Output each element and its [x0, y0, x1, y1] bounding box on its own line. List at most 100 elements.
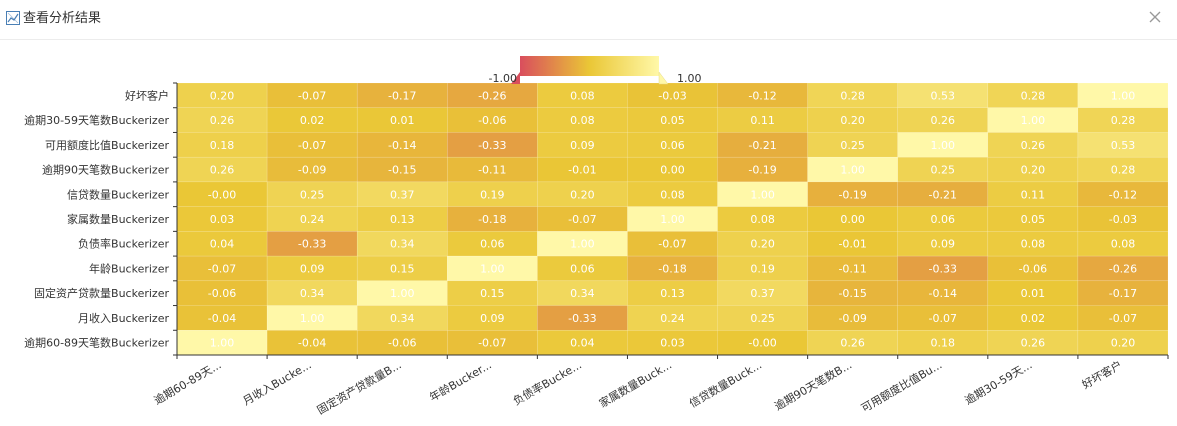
- heatmap-cell: [897, 132, 989, 158]
- cell-value-label: 0.06: [660, 139, 685, 152]
- cell-value-label: 1.00: [750, 188, 775, 201]
- cell-value-label: 0.01: [390, 114, 415, 127]
- heatmap-cell: [447, 305, 538, 331]
- visual-map-min-handle: [511, 72, 520, 84]
- y-tick-label: 逾期60-89天笔数Buckerizer: [24, 336, 169, 350]
- visual-map-max-handle: [658, 71, 669, 85]
- cell-value-label: 0.03: [660, 337, 685, 350]
- heatmap-cell: [897, 330, 989, 356]
- x-tick-label: 负债率Bucke...: [510, 357, 584, 408]
- heatmap-cell: [717, 255, 808, 282]
- cell-value-label: 0.08: [1111, 238, 1136, 251]
- heatmap-cell: [897, 156, 989, 183]
- heatmap-cell: [717, 280, 808, 306]
- cell-value-label: 0.08: [660, 188, 685, 201]
- cell-value-label: 0.26: [1021, 337, 1046, 350]
- cell-value-label: -0.17: [1109, 287, 1137, 300]
- cell-value-label: 1.00: [210, 337, 235, 350]
- cell-value-label: 0.06: [480, 238, 505, 251]
- heatmap-cell: [356, 231, 448, 257]
- cell-value-label: 0.09: [931, 238, 956, 251]
- y-tick-label: 负债率Buckerizer: [78, 237, 169, 251]
- cell-value-label: -0.33: [929, 262, 957, 275]
- heatmap-cell: [987, 305, 1079, 331]
- heatmap-cell: [627, 305, 718, 331]
- heatmap-cell: [266, 206, 358, 232]
- cell-value-label: 0.24: [660, 312, 685, 325]
- heatmap-cell: [266, 156, 358, 183]
- visual-map-max-label: 1.00: [677, 72, 702, 85]
- heatmap-cells: 0.20 -0.07 -0.17 -0.26 0.08 -0.03 -0.12 0.28 0.5…: [176, 82, 1169, 356]
- heatmap-cell: [1077, 231, 1169, 257]
- cell-value-label: 0.15: [480, 287, 505, 300]
- heatmap-cell: [897, 181, 989, 207]
- cell-value-label: 0.08: [570, 89, 595, 102]
- x-axis: 逾期60-89天... 月收入Bucke... 固定资产贷款量B... 年龄Bucke…: [151, 354, 1169, 417]
- cell-value-label: 0.28: [1111, 164, 1136, 177]
- heatmap-cell: [176, 280, 268, 306]
- x-tick-label: 固定资产贷款量B...: [314, 357, 403, 417]
- cell-value-label: 0.26: [840, 337, 865, 350]
- cell-value-label: -0.07: [298, 139, 326, 152]
- heatmap-cell: [897, 231, 989, 257]
- visual-map-legend: -1.00 1.00: [489, 56, 702, 85]
- y-tick-label: 年龄Buckerizer: [89, 261, 169, 275]
- cell-value-label: -0.06: [208, 287, 236, 300]
- cell-value-label: 0.11: [1021, 188, 1046, 201]
- cell-value-label: 0.34: [300, 287, 325, 300]
- cell-value-label: 0.00: [660, 164, 685, 177]
- heatmap-cell: [266, 255, 358, 282]
- y-tick-label: 家属数量Buckerizer: [67, 212, 169, 226]
- heatmap-cell: [987, 280, 1079, 306]
- cell-value-label: 0.24: [300, 213, 325, 226]
- heatmap-cell: [627, 206, 718, 232]
- cell-value-label: 0.08: [750, 213, 775, 226]
- cell-value-label: -0.21: [929, 188, 957, 201]
- heatmap-cell: [176, 82, 268, 108]
- heatmap-cell: [356, 305, 448, 331]
- cell-value-label: 1.00: [390, 287, 415, 300]
- cell-value-label: -0.06: [478, 114, 506, 127]
- heatmap-cell: [537, 231, 628, 257]
- x-tick-label: 逾期30-59天...: [962, 357, 1034, 407]
- heatmap-cell: [627, 330, 718, 356]
- cell-value-label: 0.09: [480, 312, 505, 325]
- heatmap-cell: [356, 181, 448, 207]
- y-tick-label: 月收入Buckerizer: [78, 311, 169, 325]
- cell-value-label: -0.07: [298, 89, 326, 102]
- heatmap-cell: [537, 156, 628, 183]
- heatmap-cell: [987, 156, 1079, 183]
- close-icon[interactable]: [1147, 9, 1163, 25]
- heatmap-cell: [176, 305, 268, 331]
- cell-value-label: 0.34: [570, 287, 595, 300]
- y-tick-label: 好坏客户: [125, 88, 169, 102]
- x-tick-label: 逾期60-89天...: [151, 357, 223, 407]
- cell-value-label: 0.18: [931, 337, 956, 350]
- cell-value-label: -0.07: [478, 337, 506, 350]
- heatmap-cell: [447, 206, 538, 232]
- cell-value-label: -0.03: [1109, 213, 1137, 226]
- y-tick-label: 逾期90天笔数Buckerizer: [42, 163, 169, 177]
- cell-value-label: 0.08: [570, 114, 595, 127]
- heatmap-cell: [447, 231, 538, 257]
- heatmap-cell: [807, 206, 898, 232]
- heatmap-cell: [987, 231, 1079, 257]
- heatmap-cell: [266, 132, 358, 158]
- cell-value-label: 0.09: [300, 262, 325, 275]
- cell-value-label: -0.03: [658, 89, 686, 102]
- cell-value-label: 0.20: [1111, 337, 1136, 350]
- cell-value-label: 0.37: [390, 188, 415, 201]
- cell-value-label: -0.04: [208, 312, 236, 325]
- heatmap-cell: [627, 132, 718, 158]
- cell-value-label: 0.25: [750, 312, 775, 325]
- cell-value-label: 0.25: [840, 139, 865, 152]
- heatmap-cell: [807, 330, 898, 356]
- x-tick-label: 逾期90天笔数B...: [772, 357, 854, 413]
- cell-value-label: -0.11: [478, 164, 506, 177]
- cell-value-label: -0.26: [478, 89, 506, 102]
- cell-value-label: 1.00: [931, 139, 956, 152]
- cell-value-label: -0.11: [838, 262, 866, 275]
- heatmap-cell: [266, 305, 358, 331]
- cell-value-label: 0.20: [210, 89, 235, 102]
